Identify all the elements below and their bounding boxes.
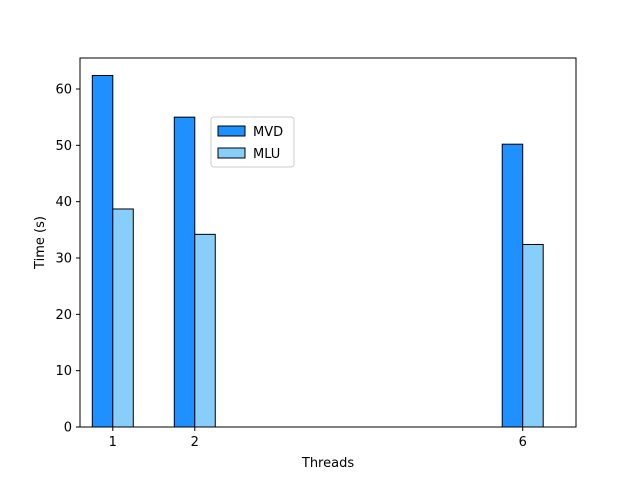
plot-frame: [79, 57, 577, 428]
legend-label-mlu: MLU: [253, 147, 280, 162]
y-tick-label: 30: [55, 251, 72, 266]
y-tick-label: 10: [55, 364, 72, 379]
y-tick-label: 0: [64, 421, 72, 436]
y-axis-ticks: 0 10 20 30 40 50 60: [55, 82, 80, 436]
x-tick-label: 2: [191, 435, 199, 450]
bars-group: [91, 74, 544, 428]
y-tick-label: 60: [55, 82, 72, 97]
legend-label-mvd: MVD: [253, 125, 283, 140]
legend-swatch-mlu: [217, 147, 246, 159]
x-axis-ticks: 1 2 6: [109, 427, 527, 450]
y-tick-label: 20: [55, 308, 72, 323]
bar-mlu-6: [522, 243, 544, 428]
bar-mvd-6: [501, 143, 524, 428]
bar-mlu-2: [194, 233, 216, 428]
x-axis-label: Threads: [301, 456, 354, 471]
legend-swatch-mvd: [217, 125, 246, 137]
y-axis-label: Time (s): [33, 216, 48, 270]
x-tick-label: 1: [109, 435, 117, 450]
legend: MVD MLU: [210, 116, 295, 168]
y-tick-label: 50: [55, 139, 72, 154]
bar-mvd-2: [173, 116, 196, 428]
x-tick-label: 6: [519, 435, 527, 450]
bar-mvd-1: [91, 74, 114, 428]
y-tick-label: 40: [55, 195, 72, 210]
bar-mlu-1: [112, 208, 134, 428]
